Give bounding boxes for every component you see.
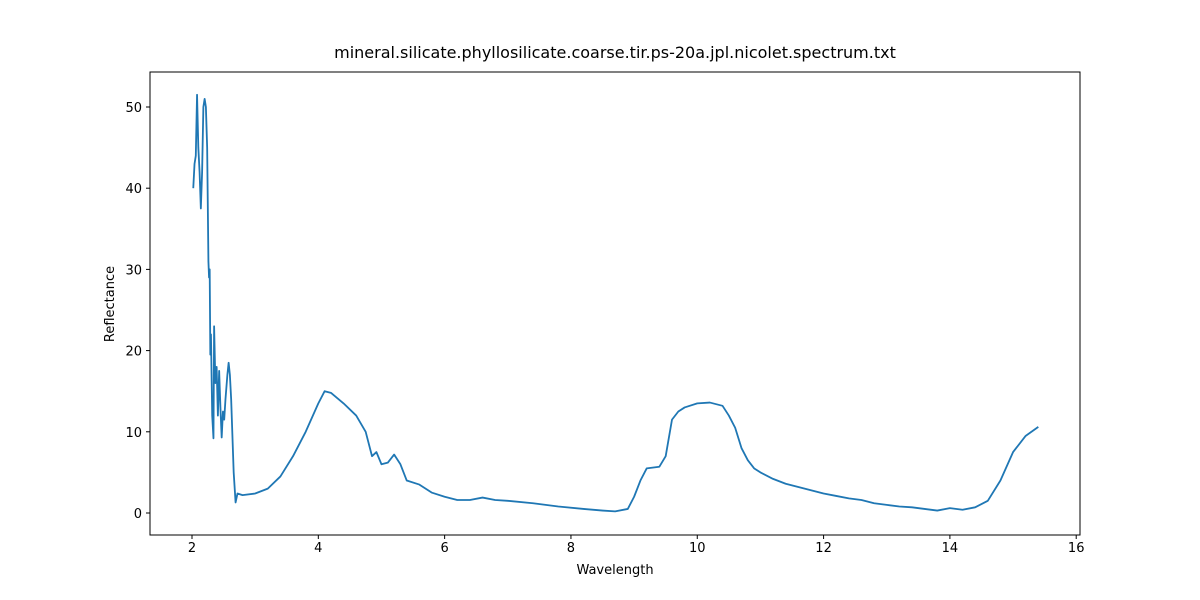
y-tick-label: 30	[125, 263, 142, 278]
x-axis-label: Wavelength	[576, 563, 653, 578]
y-tick-label: 20	[125, 345, 142, 360]
x-tick-label: 8	[567, 541, 575, 556]
chart-title: mineral.silicate.phyllosilicate.coarse.t…	[334, 43, 896, 62]
x-tick-label: 4	[314, 541, 322, 556]
y-tick-label: 50	[125, 101, 142, 116]
y-tick-label: 40	[125, 182, 142, 197]
plot-frame	[149, 71, 1081, 536]
x-tick-label: 6	[440, 541, 448, 556]
x-tick-label: 2	[188, 541, 196, 556]
y-tick-label: 0	[134, 507, 142, 522]
x-tick-label: 12	[815, 541, 832, 556]
x-tick-label: 14	[942, 541, 959, 556]
x-tick-label: 16	[1068, 541, 1085, 556]
y-axis-label: Reflectance	[103, 266, 118, 342]
x-tick-label: 10	[689, 541, 706, 556]
spectrum-line	[192, 93, 1039, 513]
y-tick-label: 10	[125, 426, 142, 441]
